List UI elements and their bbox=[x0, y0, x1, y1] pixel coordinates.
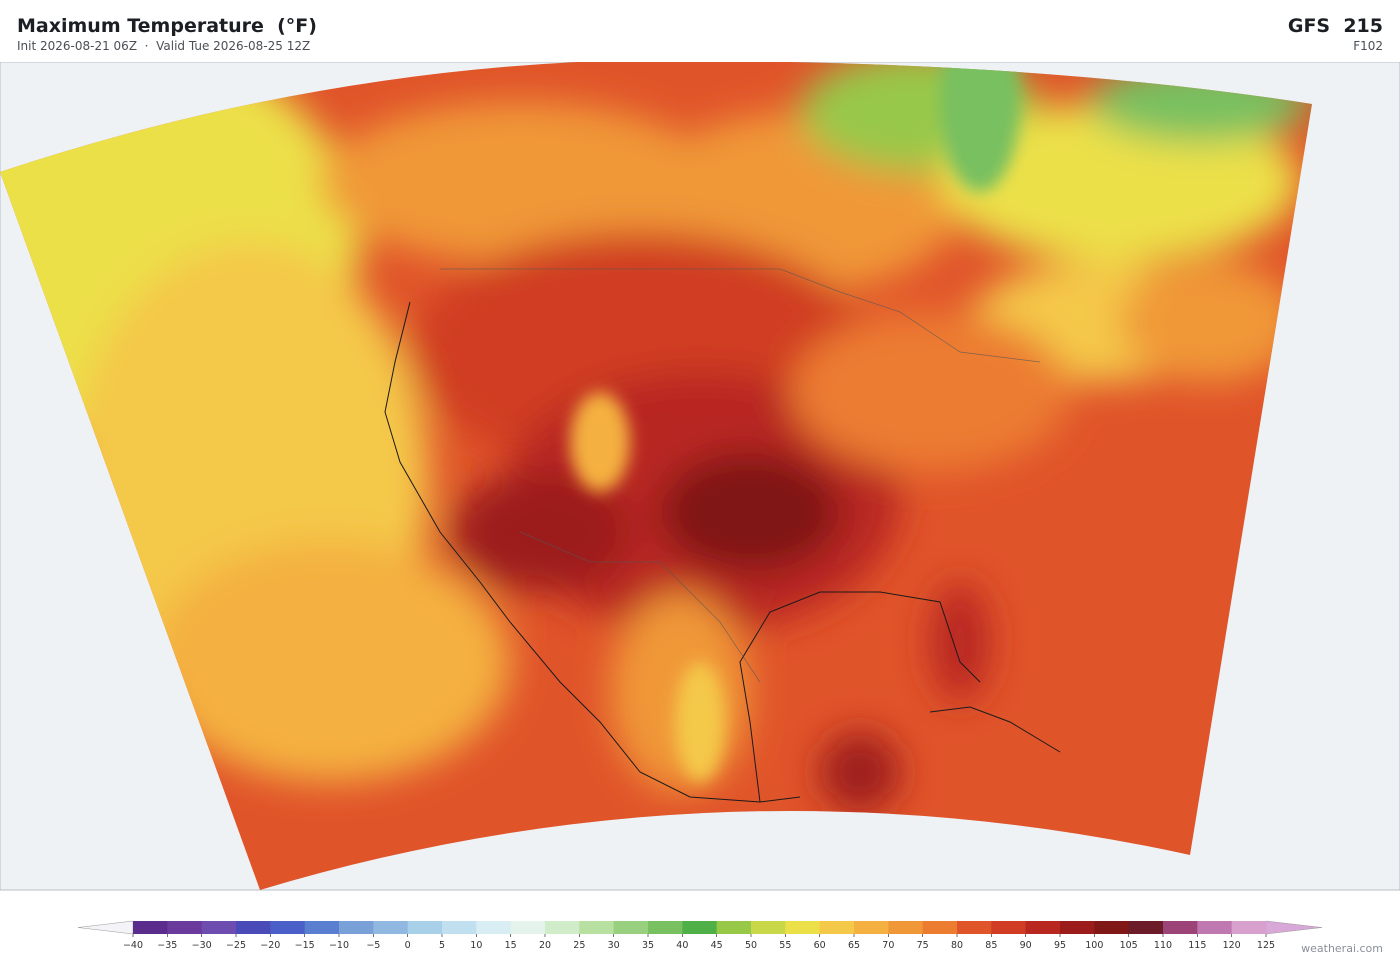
colorbar-segment bbox=[648, 921, 683, 934]
subtitle: Init 2026-08-21 06Z · Valid Tue 2026-08-… bbox=[17, 39, 311, 53]
colorbar-tick-label: −10 bbox=[329, 940, 349, 951]
colorbar-segment bbox=[201, 921, 237, 934]
colorbar-tick-label: 20 bbox=[539, 940, 551, 951]
colorbar-tick-label: −20 bbox=[260, 940, 280, 951]
colorbar-segment bbox=[957, 921, 992, 934]
map bbox=[0, 62, 1400, 891]
colorbar-segment bbox=[339, 921, 374, 934]
colorbar-tick-label: 75 bbox=[917, 940, 929, 951]
colorbar-tick-label: 15 bbox=[505, 940, 517, 951]
colorbar-tick-label: 45 bbox=[711, 940, 723, 951]
colorbar-tick-label: 55 bbox=[779, 940, 791, 951]
colorbar-tick-label: 65 bbox=[848, 940, 860, 951]
colorbar-segment bbox=[1060, 921, 1095, 934]
colorbar-tick-label: −25 bbox=[226, 940, 246, 951]
colorbar-segment bbox=[888, 921, 924, 934]
colorbar-tick-label: −15 bbox=[295, 940, 315, 951]
colorbar-tick-label: −30 bbox=[192, 940, 212, 951]
colorbar-segment bbox=[1197, 921, 1233, 934]
colorbar-tick-label: 95 bbox=[1054, 940, 1066, 951]
colorbar-tick-label: −5 bbox=[366, 940, 380, 951]
colorbar-segment bbox=[133, 921, 168, 934]
colorbar-segment bbox=[579, 921, 615, 934]
colorbar-segment bbox=[1128, 921, 1164, 934]
colorbar-segment bbox=[819, 921, 855, 934]
colorbar-segment bbox=[373, 921, 409, 934]
colorbar-tick-label: 5 bbox=[439, 940, 445, 951]
colorbar-tick-label: 70 bbox=[882, 940, 894, 951]
coastlines bbox=[384, 301, 1061, 803]
colorbar-segment bbox=[167, 921, 203, 934]
colorbar-under bbox=[77, 920, 134, 935]
title: Maximum Temperature (°F) bbox=[17, 15, 317, 37]
colorbar-tick-label: 35 bbox=[642, 940, 654, 951]
colorbar-tick-label: 30 bbox=[608, 940, 620, 951]
colorbar-segment bbox=[1163, 921, 1198, 934]
colorbar-segment bbox=[1094, 921, 1130, 934]
colorbar-tick-label: 100 bbox=[1085, 940, 1103, 951]
colorbar-segment bbox=[270, 921, 306, 934]
colorbar-segment bbox=[442, 921, 477, 934]
colorbar-segment bbox=[991, 921, 1027, 934]
colorbar-segment bbox=[682, 921, 718, 934]
colorbar-tick-label: 90 bbox=[1020, 940, 1032, 951]
colorbar-segment bbox=[751, 921, 786, 934]
colorbar-segment bbox=[613, 921, 649, 934]
credit: weatherai.com bbox=[1301, 942, 1383, 955]
colorbar-tick-label: 85 bbox=[985, 940, 997, 951]
colorbar-tick-label: 60 bbox=[814, 940, 826, 951]
colorbar-segment bbox=[236, 921, 271, 934]
colorbar-segment bbox=[545, 921, 580, 934]
colorbar-segment bbox=[407, 921, 443, 934]
colorbar-tick-label: 80 bbox=[951, 940, 963, 951]
colorbar-segment bbox=[1231, 921, 1267, 934]
temperature-field bbox=[0, 62, 1312, 891]
colorbar-tick-label: 110 bbox=[1154, 940, 1172, 951]
colorbar-tick-label: 0 bbox=[405, 940, 411, 951]
colorbar-tick-label: −40 bbox=[123, 940, 143, 951]
forecast-hour: F102 bbox=[1353, 39, 1383, 53]
colorbar-tick-label: 10 bbox=[470, 940, 482, 951]
model-label: GFS 215 bbox=[1287, 15, 1383, 37]
colorbar-tick-label: 40 bbox=[676, 940, 688, 951]
colorbar-segment bbox=[854, 921, 889, 934]
colorbar-segment bbox=[785, 921, 821, 934]
colorbar-tick-label: −35 bbox=[157, 940, 177, 951]
colorbar: −40 −35 −30 −25 −20 −15 −10 −5 0 5 10 15 20 25 30 35 40 4… bbox=[77, 920, 1323, 951]
colorbar-segment bbox=[922, 921, 958, 934]
colorbar-tick-label: 50 bbox=[745, 940, 757, 951]
colorbar-segment bbox=[304, 921, 340, 934]
colorbar-tick-label: 115 bbox=[1188, 940, 1206, 951]
colorbar-segment bbox=[510, 921, 546, 934]
colorbar-segment bbox=[716, 921, 752, 934]
colorbar-tick-label: 120 bbox=[1223, 940, 1241, 951]
colorbar-segment bbox=[1025, 921, 1061, 934]
colorbar-tick-label: 25 bbox=[573, 940, 585, 951]
colorbar-tick-label: 125 bbox=[1257, 940, 1275, 951]
colorbar-segment bbox=[476, 921, 512, 934]
colorbar-over bbox=[1265, 920, 1323, 935]
borders bbox=[440, 268, 1041, 683]
colorbar-tick-label: 105 bbox=[1120, 940, 1138, 951]
